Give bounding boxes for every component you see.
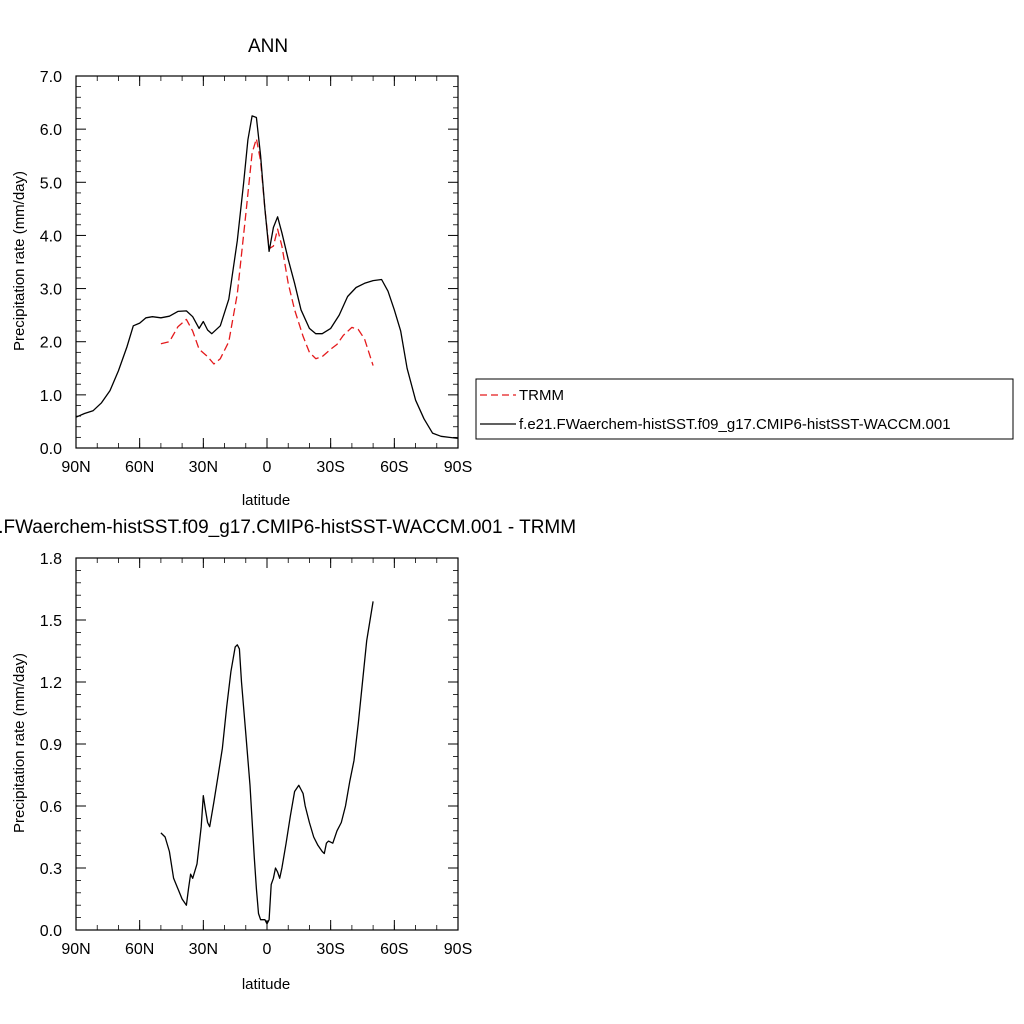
top-y-tick-label: 5.0 [40, 175, 62, 192]
top-x-tick-label: 30N [189, 459, 218, 476]
bottom-y-axis-label: Precipitation rate (mm/day) [11, 653, 28, 833]
top-y-tick-label: 1.0 [40, 388, 62, 405]
top-y-tick-label: 3.0 [40, 282, 62, 299]
top-series-line-1 [160, 138, 374, 366]
top-y-tick-label: 6.0 [40, 122, 62, 139]
top-x-tick-label: 60N [125, 459, 154, 476]
bottom-x-tick-label: 30N [189, 941, 218, 958]
top-plot-frame [75, 75, 459, 449]
top-x-tick-label: 0 [263, 459, 272, 476]
top-x-axis-label: latitude [242, 492, 290, 509]
bottom-y-tick-label: 0.0 [40, 923, 62, 940]
top-x-tick-label: 60S [380, 459, 408, 476]
bottom-y-tick-label: 0.6 [40, 799, 62, 816]
legend-box [475, 378, 1014, 440]
bottom-x-tick-label: 90N [61, 941, 90, 958]
bottom-chart-title: f.e21.FWaerchem-histSST.f09_g17.CMIP6-hi… [0, 517, 576, 538]
bottom-plot-frame [75, 557, 459, 931]
bottom-series-line-1 [160, 601, 374, 925]
bottom-y-tick-label: 0.3 [40, 861, 62, 878]
legend-label-model: f.e21.FWaerchem-histSST.f09_g17.CMIP6-hi… [519, 416, 951, 433]
top-x-tick-label: 30S [316, 459, 344, 476]
bottom-y-tick-label: 1.8 [40, 551, 62, 568]
top-y-tick-label: 0.0 [40, 441, 62, 458]
bottom-y-tick-label: 0.9 [40, 737, 62, 754]
legend-label-trmm: TRMM [519, 387, 564, 404]
top-panel: ANN 90N 60N 30N 0 30S 60S 90S 0.0 1.0 2.0 3.0 4.0 5.… [11, 36, 472, 509]
legend: TRMM f.e21.FWaerchem-histSST.f09_g17.CMI… [475, 378, 1014, 440]
bottom-x-tick-label: 60S [380, 941, 408, 958]
bottom-x-tick-label: 90S [444, 941, 472, 958]
bottom-y-tick-label: 1.5 [40, 613, 62, 630]
top-y-tick-label: 4.0 [40, 228, 62, 245]
top-x-tick-label: 90N [61, 459, 90, 476]
bottom-plot-area: 90N 60N 30N 0 30S 60S 90S 0.0 0.3 0.6 0.9 1.2 1.5 1.8 [40, 551, 472, 958]
top-y-tick-label: 2.0 [40, 335, 62, 352]
top-x-tick-label: 90S [444, 459, 472, 476]
top-y-tick-label: 7.0 [40, 69, 62, 86]
bottom-x-axis-label: latitude [242, 976, 290, 993]
top-plot-area: 90N 60N 30N 0 30S 60S 90S 0.0 1.0 2.0 3.0 4.0 5.0 6.0… [40, 69, 472, 476]
bottom-x-tick-label: 0 [263, 941, 272, 958]
bottom-y-tick-label: 1.2 [40, 675, 62, 692]
bottom-panel: f.e21.FWaerchem-histSST.f09_g17.CMIP6-hi… [0, 517, 576, 993]
bottom-x-tick-label: 30S [316, 941, 344, 958]
bottom-x-tick-label: 60N [125, 941, 154, 958]
top-chart-title: ANN [248, 36, 288, 57]
top-y-axis-label: Precipitation rate (mm/day) [11, 171, 28, 351]
top-series-line-2 [75, 115, 459, 440]
